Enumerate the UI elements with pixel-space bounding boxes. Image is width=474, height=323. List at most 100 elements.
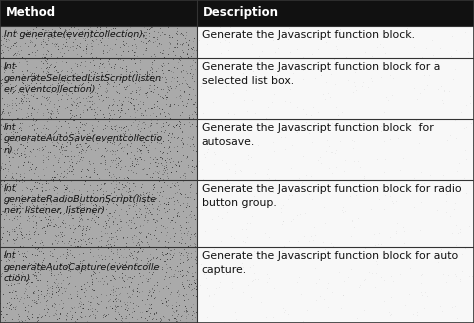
Point: [384, 98, 392, 103]
Point: [308, 52, 316, 57]
Text: Generate the Javascript function block for auto
capture.: Generate the Javascript function block f…: [202, 251, 458, 275]
Point: [225, 184, 233, 189]
Point: [251, 27, 259, 32]
Point: [381, 247, 388, 253]
Point: [344, 185, 351, 191]
Point: [348, 137, 356, 142]
Point: [319, 92, 327, 97]
Point: [347, 233, 355, 238]
Point: [199, 110, 207, 116]
Point: [341, 209, 348, 214]
Point: [232, 317, 239, 322]
Point: [350, 138, 357, 143]
Point: [420, 86, 428, 91]
Point: [285, 312, 292, 317]
Point: [265, 234, 273, 240]
Point: [322, 39, 330, 45]
Text: Int
generateRadioButtonScript(liste
ner, listener, listener): Int generateRadioButtonScript(liste ner,…: [4, 183, 157, 215]
Point: [210, 149, 218, 154]
Point: [202, 139, 210, 144]
Point: [240, 97, 247, 102]
Point: [226, 25, 234, 30]
Point: [268, 99, 275, 105]
Bar: [0, 58, 197, 119]
Point: [436, 248, 444, 253]
Point: [393, 221, 401, 226]
Point: [401, 303, 409, 308]
Point: [211, 81, 219, 86]
Point: [446, 89, 453, 94]
Point: [331, 151, 339, 156]
Point: [277, 80, 285, 86]
Point: [399, 155, 407, 160]
Point: [442, 209, 450, 214]
Point: [374, 157, 381, 162]
Text: Generate the Javascript function block  for
autosave.: Generate the Javascript function block f…: [202, 123, 433, 147]
Point: [218, 215, 225, 220]
Point: [437, 83, 444, 88]
Point: [264, 167, 272, 172]
Point: [388, 311, 395, 317]
Point: [200, 271, 208, 276]
Point: [325, 143, 333, 148]
Point: [372, 253, 380, 258]
Point: [323, 285, 331, 290]
Point: [249, 68, 257, 73]
Point: [301, 234, 308, 239]
Point: [279, 221, 286, 226]
Point: [439, 271, 447, 276]
Point: [221, 254, 228, 259]
Point: [253, 87, 260, 92]
Text: Int
generateSelectedListScript(listen
er, eventcollection): Int generateSelectedListScript(listen er…: [4, 62, 162, 94]
Point: [273, 73, 281, 78]
Point: [413, 97, 421, 102]
Point: [453, 169, 461, 174]
Point: [242, 87, 249, 92]
Point: [327, 241, 335, 246]
Point: [264, 104, 272, 109]
Point: [403, 25, 411, 30]
Point: [350, 79, 357, 85]
Point: [385, 310, 392, 315]
Point: [229, 90, 237, 96]
Point: [386, 234, 393, 239]
Point: [386, 73, 393, 78]
Point: [368, 76, 375, 81]
Point: [199, 63, 207, 68]
Point: [235, 128, 242, 133]
Point: [423, 82, 430, 87]
Point: [462, 103, 470, 108]
Point: [358, 84, 365, 89]
Point: [461, 148, 468, 153]
Point: [284, 36, 292, 42]
Point: [329, 243, 337, 248]
Point: [380, 109, 388, 115]
Point: [456, 276, 464, 281]
Point: [377, 274, 385, 279]
Point: [317, 73, 325, 78]
Point: [247, 295, 255, 300]
Point: [340, 168, 347, 173]
Point: [364, 177, 371, 182]
Point: [428, 37, 436, 42]
Point: [227, 234, 235, 239]
Point: [437, 46, 444, 51]
Point: [250, 194, 258, 199]
Point: [261, 230, 269, 235]
Point: [361, 276, 369, 282]
Point: [316, 277, 323, 282]
Point: [263, 272, 270, 277]
Point: [328, 289, 336, 294]
Point: [468, 274, 474, 279]
Point: [225, 110, 232, 115]
Point: [332, 147, 340, 152]
Point: [196, 282, 204, 287]
Point: [309, 197, 316, 202]
Point: [356, 164, 364, 169]
Point: [269, 314, 276, 319]
Point: [315, 34, 322, 39]
Point: [295, 246, 303, 251]
Point: [248, 76, 255, 81]
Point: [410, 45, 418, 50]
Point: [279, 202, 286, 207]
